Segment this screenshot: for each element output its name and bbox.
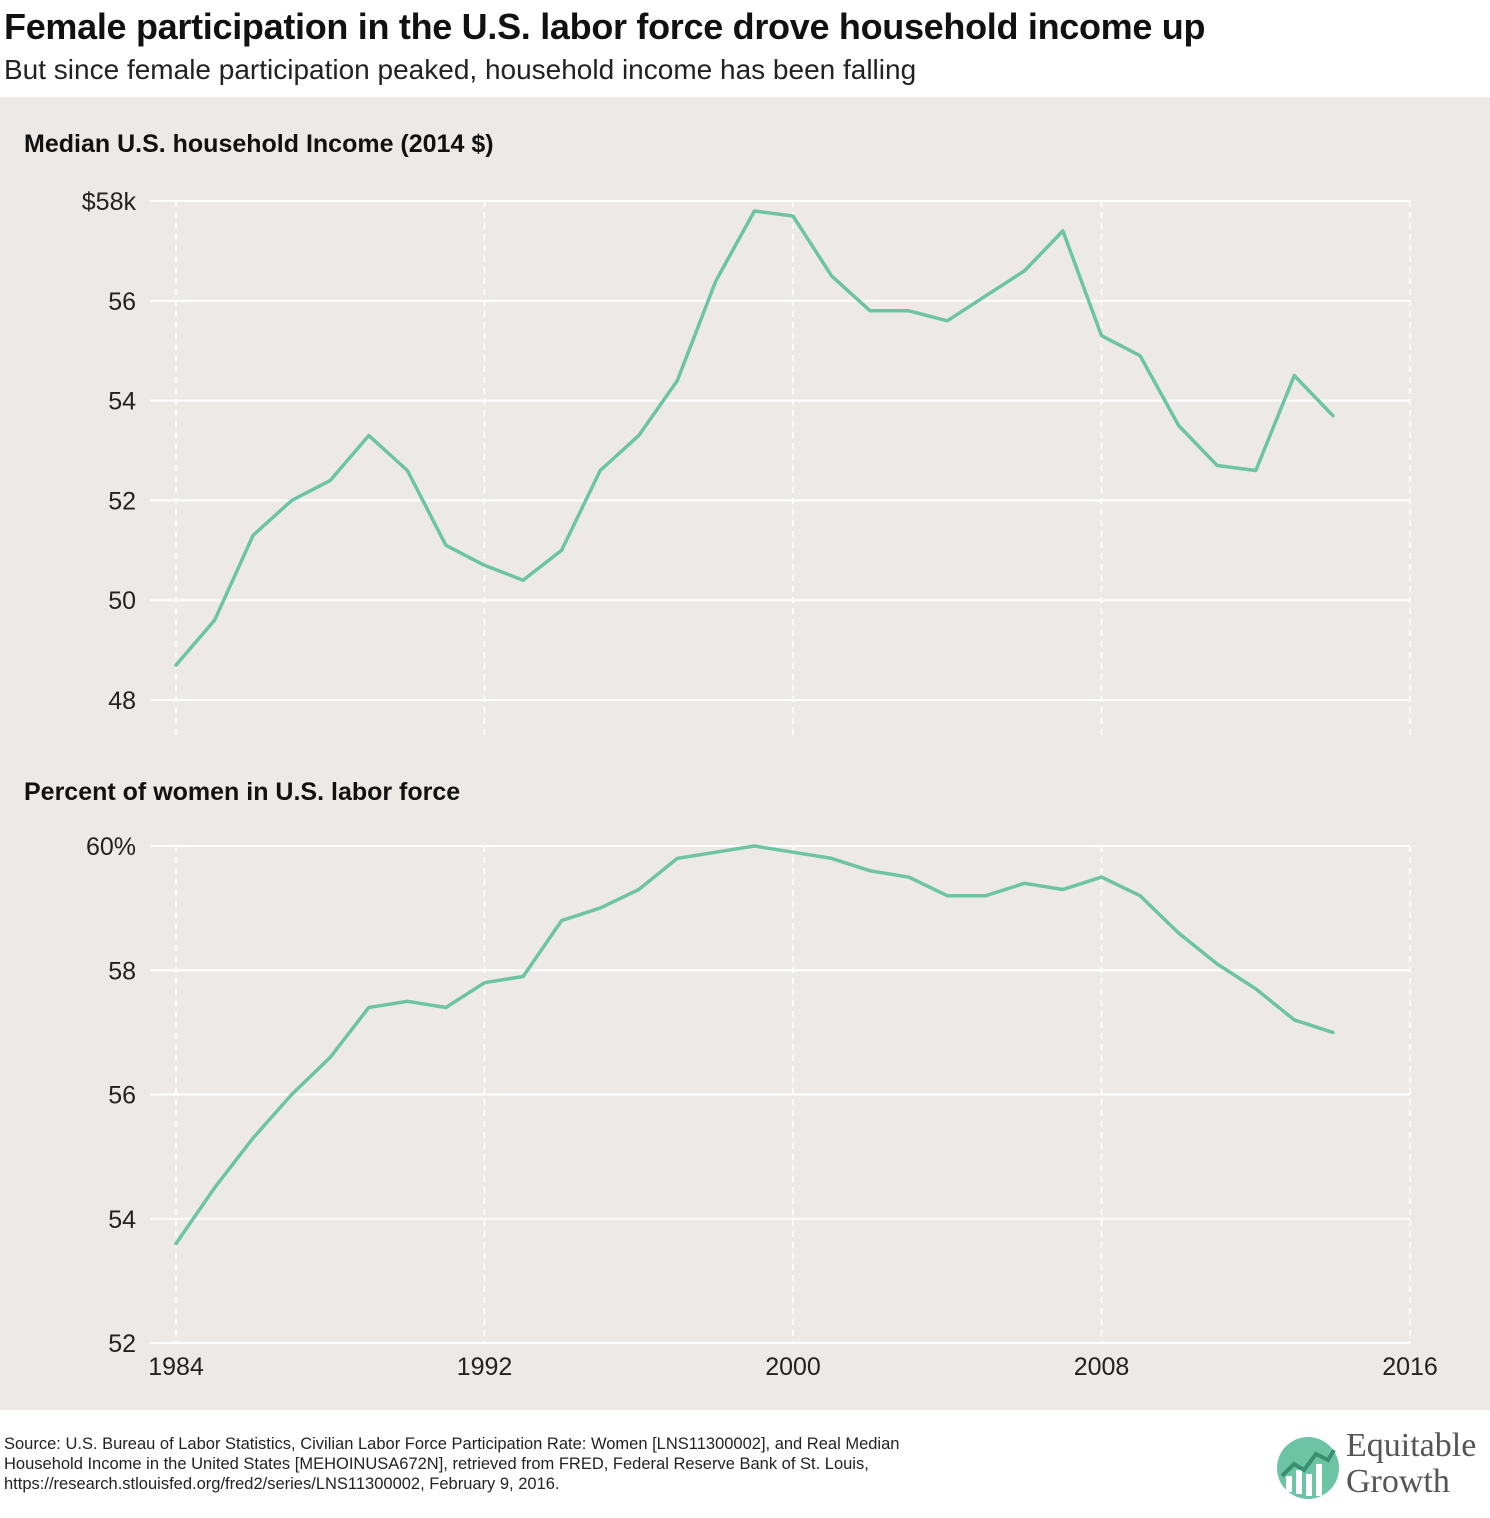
data-point [984,894,988,898]
data-point [791,850,795,854]
data-point [868,309,872,313]
data-point [251,533,255,537]
data-point [1177,424,1181,428]
data-point [752,844,756,848]
logo-wordmark: Equitable Growth [1346,1428,1476,1500]
data-point [444,1006,448,1010]
x-tick-label: 2000 [765,1353,821,1381]
participation-chart: Percent of women in U.S. labor force 52 54… [24,778,1438,1381]
y-tick-label: 56 [108,1082,136,1110]
data-point [251,1136,255,1140]
x-tick-label: 2008 [1074,1353,1130,1381]
data-point [1331,414,1335,418]
data-point [598,906,602,910]
data-point [290,498,294,502]
data-point [945,319,949,323]
data-point [984,294,988,298]
x-tick-label: 1984 [148,1353,204,1381]
data-point [405,469,409,473]
data-point [560,919,564,923]
data-point [444,543,448,547]
panel-title: Median U.S. household Income (2014 $) [24,130,494,158]
panel-title: Percent of women in U.S. labor force [24,778,460,806]
series-line [174,209,1335,667]
y-tick-label: 58 [108,957,136,985]
data-point [1292,374,1296,378]
charts-svg: Median U.S. household Income (2014 $) 48 5… [24,130,1438,1381]
data-point [675,379,679,383]
y-tick-label: 48 [108,687,136,715]
data-point [521,975,525,979]
data-point [752,209,756,213]
data-point [637,888,641,892]
logo-line-1: Equitable [1346,1427,1477,1464]
income-chart: Median U.S. household Income (2014 $) 48 5… [24,130,1411,737]
data-point [1254,469,1258,473]
data-point [791,214,795,218]
y-tick-label: $58k [82,188,137,216]
data-point [1292,1018,1296,1022]
data-point [1022,269,1026,273]
y-tick-label: 52 [108,487,136,515]
source-line: Household Income in the United States [M… [4,1455,869,1473]
x-tick-label: 2016 [1382,1353,1438,1381]
data-point [675,856,679,860]
chart-subtitle: But since female participation peaked, h… [4,54,917,85]
y-tick-label: 54 [108,1206,136,1234]
data-point [1138,354,1142,358]
data-point [367,434,371,438]
data-point [405,999,409,1003]
data-point [1254,987,1258,991]
logo-line-2: Growth [1346,1463,1450,1500]
chart-title: Female participation in the U.S. labor f… [4,6,1206,47]
data-point [560,548,564,552]
data-point [868,869,872,873]
y-tick-label: 56 [108,288,136,316]
data-point [290,1093,294,1097]
data-point [483,981,487,985]
data-point [328,478,332,482]
data-point [521,578,525,582]
data-point [174,1242,178,1246]
chart-panel: Median U.S. household Income (2014 $) 48 5… [0,97,1490,1410]
y-tick-label: 54 [108,388,136,416]
data-point [945,894,949,898]
data-point [907,875,911,879]
equitable-growth-logo: Equitable Growth [1276,1428,1486,1508]
data-point [328,1055,332,1059]
y-tick-label: 60% [86,833,136,861]
source-line: Source: U.S. Bureau of Labor Statistics,… [4,1435,900,1453]
logo-mark-icon [1277,1437,1339,1499]
data-point [598,469,602,473]
series-line [174,844,1335,1246]
data-point [830,274,834,278]
data-point [907,309,911,313]
data-point [1100,875,1104,879]
data-point [637,434,641,438]
data-point [830,856,834,860]
data-point [1061,229,1065,233]
data-point [1061,888,1065,892]
data-point [213,1186,217,1190]
data-point [367,1006,371,1010]
data-point [1177,931,1181,935]
data-point [1022,881,1026,885]
data-point [174,663,178,667]
data-point [1215,962,1219,966]
data-point [483,563,487,567]
data-point [714,850,718,854]
data-point [1215,464,1219,468]
x-tick-label: 1992 [457,1353,513,1381]
y-tick-label: 52 [108,1330,136,1358]
data-point [714,279,718,283]
source-line: https://research.stlouisfed.org/fred2/se… [4,1475,560,1493]
data-point [1331,1030,1335,1034]
y-tick-label: 50 [108,587,136,615]
data-point [1138,894,1142,898]
data-point [1100,334,1104,338]
data-point [213,618,217,622]
source-note: Source: U.S. Bureau of Labor Statistics,… [4,1434,899,1494]
